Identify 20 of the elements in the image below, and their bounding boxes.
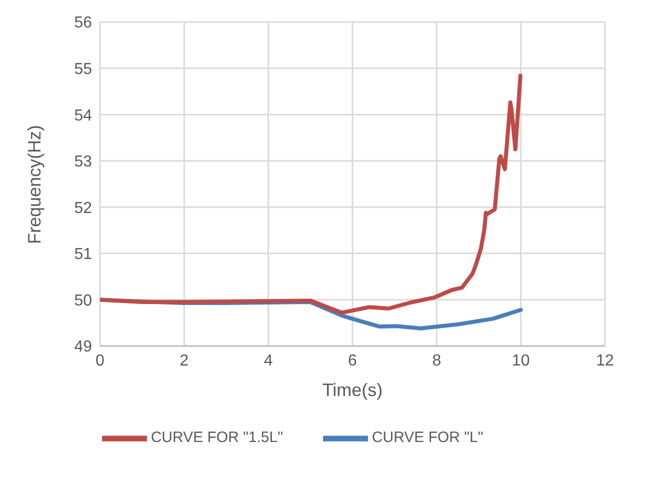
x-tick-label: 8 bbox=[432, 352, 442, 370]
legend-label: CURVE FOR "1.5L" bbox=[150, 429, 283, 446]
y-tick-label: 49 bbox=[74, 338, 92, 356]
y-tick-label: 51 bbox=[74, 246, 92, 264]
x-tick-label: 4 bbox=[264, 352, 273, 370]
x-tick-label: 0 bbox=[96, 352, 105, 370]
y-axis-title: Frequency(Hz) bbox=[24, 124, 44, 244]
legend-label: CURVE FOR "L" bbox=[372, 429, 484, 446]
x-tick-label: 6 bbox=[348, 352, 358, 370]
y-tick-label: 55 bbox=[74, 60, 92, 78]
x-tick-label: 12 bbox=[596, 352, 614, 370]
y-tick-label: 52 bbox=[74, 200, 92, 217]
x-tick-label: 2 bbox=[180, 352, 189, 370]
y-tick-label: 54 bbox=[74, 107, 92, 124]
y-tick-label: 56 bbox=[74, 14, 92, 32]
y-tick-label: 53 bbox=[74, 154, 92, 171]
x-axis-title: Time(s) bbox=[322, 380, 383, 400]
y-tick-label: 50 bbox=[74, 292, 92, 310]
x-tick-label: 10 bbox=[512, 352, 530, 370]
line-series bbox=[100, 74, 522, 315]
